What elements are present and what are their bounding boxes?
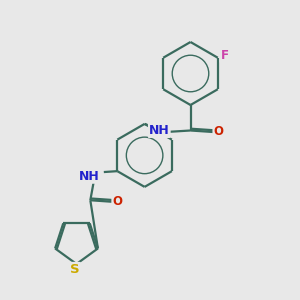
Text: S: S bbox=[70, 263, 80, 276]
Text: NH: NH bbox=[149, 124, 170, 137]
Text: O: O bbox=[213, 125, 224, 139]
Text: NH: NH bbox=[79, 170, 100, 183]
Text: F: F bbox=[220, 49, 228, 62]
Text: O: O bbox=[112, 195, 122, 208]
